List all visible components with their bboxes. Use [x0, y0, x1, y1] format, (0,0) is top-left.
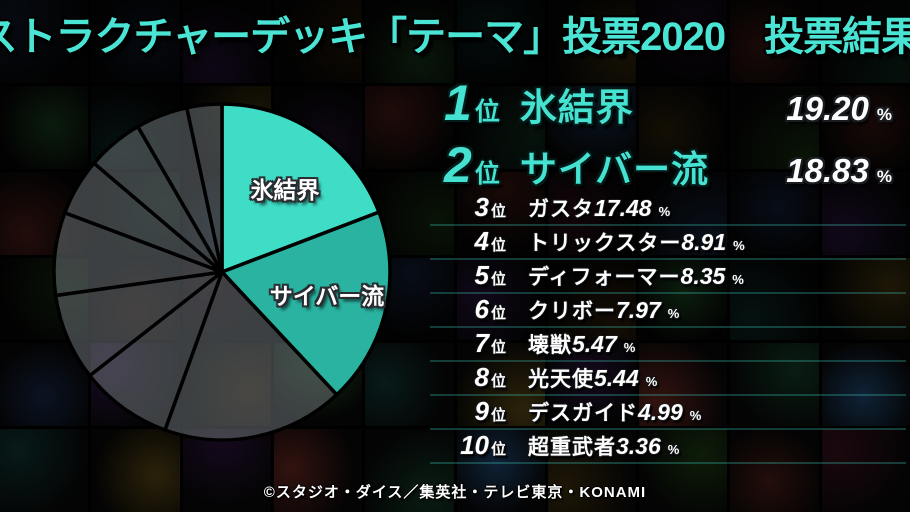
theme-name: クリボー	[528, 300, 616, 323]
rank-suffix: 位	[490, 441, 506, 458]
ranking-row-1: 1 位 氷結界 19.20 %	[430, 74, 906, 136]
rank-number: 3	[474, 192, 489, 222]
copyright-notice: ©スタジオ・ダイス／集英社・テレビ東京・KONAMI	[263, 484, 647, 501]
percent-symbol: %	[667, 306, 680, 321]
rank-number: 9	[474, 396, 489, 426]
ranking-row-2: 2 位 サイバー流 18.83 %	[430, 136, 906, 193]
vote-percentage: 4.99	[638, 399, 683, 425]
vote-percentage: 8.91	[681, 229, 727, 255]
pie-slice-label-hyoketsukai: 氷結界	[250, 177, 320, 203]
pie-slice-label-cyber-ryu: サイバー流	[269, 283, 385, 309]
page-title: ストラクチャーデッキ「テーマ」投票2020 投票結果!	[0, 15, 910, 59]
theme-name: デスガイド	[528, 402, 638, 425]
rank-suffix: 位	[474, 98, 500, 126]
rank-suffix: 位	[474, 160, 500, 188]
rank-number: 6	[474, 294, 489, 324]
percent-symbol: %	[876, 105, 892, 124]
percent-symbol: %	[623, 340, 636, 355]
vote-percentage: 18.83	[786, 152, 869, 189]
theme-name: ディフォーマー	[528, 266, 681, 289]
rank-suffix: 位	[490, 373, 506, 390]
rank-suffix: 位	[490, 305, 506, 322]
theme-name: トリックスター	[528, 232, 682, 255]
percent-symbol: %	[689, 408, 702, 423]
vote-percentage: 8.35	[680, 263, 726, 289]
percent-symbol: %	[667, 442, 680, 457]
rank-number: 2	[444, 137, 472, 193]
vote-percentage: 5.47	[572, 331, 617, 357]
vote-percentage: 17.48	[594, 195, 652, 221]
rank-suffix: 位	[490, 203, 506, 220]
rank-number: 4	[474, 226, 489, 256]
percent-symbol: %	[733, 238, 745, 253]
rank-cell: 10 位	[430, 430, 506, 461]
vote-percentage: 5.44	[594, 365, 639, 391]
rank-suffix: 位	[490, 237, 506, 254]
vote-percentage: 19.20	[786, 90, 869, 127]
pie-slice-氷結界	[220, 102, 381, 274]
rank-suffix: 位	[490, 271, 506, 288]
rank-suffix: 位	[490, 407, 506, 424]
pie-chart-svg	[52, 102, 392, 442]
ranking-row: 10 位 超重武者 3.36 %	[430, 430, 906, 464]
rank-number: 10	[460, 430, 489, 460]
percent-symbol: %	[876, 167, 892, 186]
rank-number: 7	[474, 328, 489, 358]
pie-slice-超重武者	[185, 102, 224, 274]
vote-results-pie-chart	[48, 98, 396, 446]
percent-symbol: %	[732, 272, 744, 287]
theme-name: 超重武者	[528, 436, 616, 459]
rank-number: 8	[474, 362, 489, 392]
vote-percentage: 3.36	[616, 433, 661, 459]
pie-slice-サイバー流	[220, 210, 392, 397]
theme-name: ガスタ	[528, 198, 594, 221]
rank-number: 5	[474, 260, 489, 290]
theme-name: 氷結界	[519, 87, 634, 128]
pie-slice-トリックスター	[88, 270, 224, 432]
vote-percentage: 7.97	[616, 297, 661, 323]
rank-number: 1	[444, 75, 472, 131]
theme-name: 光天使	[528, 368, 594, 391]
percent-symbol: %	[658, 204, 671, 219]
percent-symbol: %	[645, 374, 658, 389]
rank-suffix: 位	[490, 339, 506, 356]
theme-name: サイバー流	[519, 149, 710, 190]
theme-name: 壊獣	[528, 334, 572, 357]
